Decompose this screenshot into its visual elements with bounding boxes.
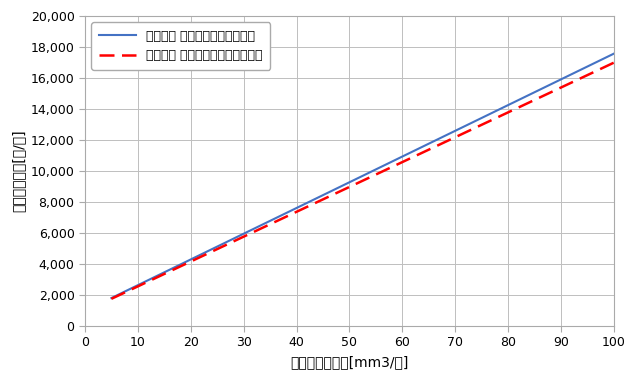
ガスワン 都市ガスハッピープラン (380, 169, 387, 173)
ガスワン 都市ガスハッピープラン (108, 296, 115, 301)
東邦ガス がすてきトクトク料金 (406, 150, 414, 155)
Line: 東邦ガス がすてきトクトク料金: 東邦ガス がすてきトクトク料金 (111, 54, 614, 298)
東邦ガス がすてきトクトク料金 (610, 51, 618, 56)
ガスワン 都市ガスハッピープラン (349, 183, 357, 187)
東邦ガス がすてきトクトク料金 (598, 57, 606, 62)
東邦ガス がすてきトクトク料金 (349, 178, 357, 183)
東邦ガス がすてきトクトク料金 (347, 180, 354, 184)
Line: ガスワン 都市ガスハッピープラン: ガスワン 都市ガスハッピープラン (111, 63, 614, 299)
ガスワン 都市ガスハッピープラン (598, 66, 606, 71)
Y-axis label: 推定ガス料金[円/月]: 推定ガス料金[円/月] (11, 130, 25, 212)
ガスワン 都市ガスハッピープラン (406, 156, 414, 160)
東邦ガス がすてきトクトク料金 (108, 296, 115, 300)
東邦ガス がすてきトクトク料金 (520, 95, 527, 100)
ガスワン 都市ガスハッピープラン (520, 103, 527, 108)
X-axis label: 月間ガス使用量[mm3/月]: 月間ガス使用量[mm3/月] (290, 355, 409, 369)
ガスワン 都市ガスハッピープラン (347, 184, 354, 189)
Legend: 東邦ガス がすてきトクトク料金, ガスワン 都市ガスハッピープラン: 東邦ガス がすてきトクトク料金, ガスワン 都市ガスハッピープラン (91, 22, 270, 70)
ガスワン 都市ガスハッピープラン (610, 60, 618, 65)
東邦ガス がすてきトクトク料金 (380, 163, 387, 168)
